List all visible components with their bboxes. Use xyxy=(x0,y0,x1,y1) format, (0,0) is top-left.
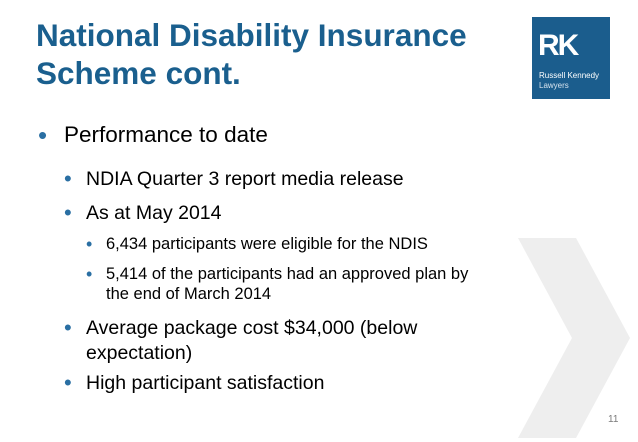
bullet-text-line: the end of March 2014 xyxy=(106,285,272,303)
company-logo: RK Russell Kennedy Lawyers xyxy=(532,17,610,99)
bullet-marker-icon: • xyxy=(64,370,72,395)
bullet-marker-icon: • xyxy=(64,166,72,191)
logo-subtitle: Lawyers xyxy=(539,81,569,90)
bullet-marker-icon: • xyxy=(86,234,93,254)
bullet-marker-icon: • xyxy=(86,264,93,284)
bullet-text-line: 5,414 of the participants had an approve… xyxy=(106,265,469,283)
chevron-decoration-icon xyxy=(518,238,630,438)
logo-mark: RK xyxy=(538,29,579,62)
bullet-text: High participant satisfaction xyxy=(86,372,325,394)
bullet-marker-icon: • xyxy=(64,315,72,340)
slide-title: National Disability Insurance Scheme con… xyxy=(36,16,506,92)
slide-title-line: National Disability Insurance xyxy=(36,17,467,53)
bullet-marker-icon: • xyxy=(64,200,72,225)
slide-title-line: Scheme cont. xyxy=(36,55,241,91)
bullet-text: NDIA Quarter 3 report media release xyxy=(86,168,404,190)
bullet-text: 6,434 participants were eligible for the… xyxy=(106,235,428,253)
bullet-marker-icon: • xyxy=(38,120,48,150)
logo-company-name: Russell Kennedy xyxy=(539,71,600,80)
page-number: 11 xyxy=(608,414,619,425)
bullet-text-line: Average package cost $34,000 (below xyxy=(86,317,418,339)
bullet-text-line: expectation) xyxy=(86,342,193,364)
bullet-text: As at May 2014 xyxy=(86,202,222,224)
bullet-text: Performance to date xyxy=(64,122,268,147)
